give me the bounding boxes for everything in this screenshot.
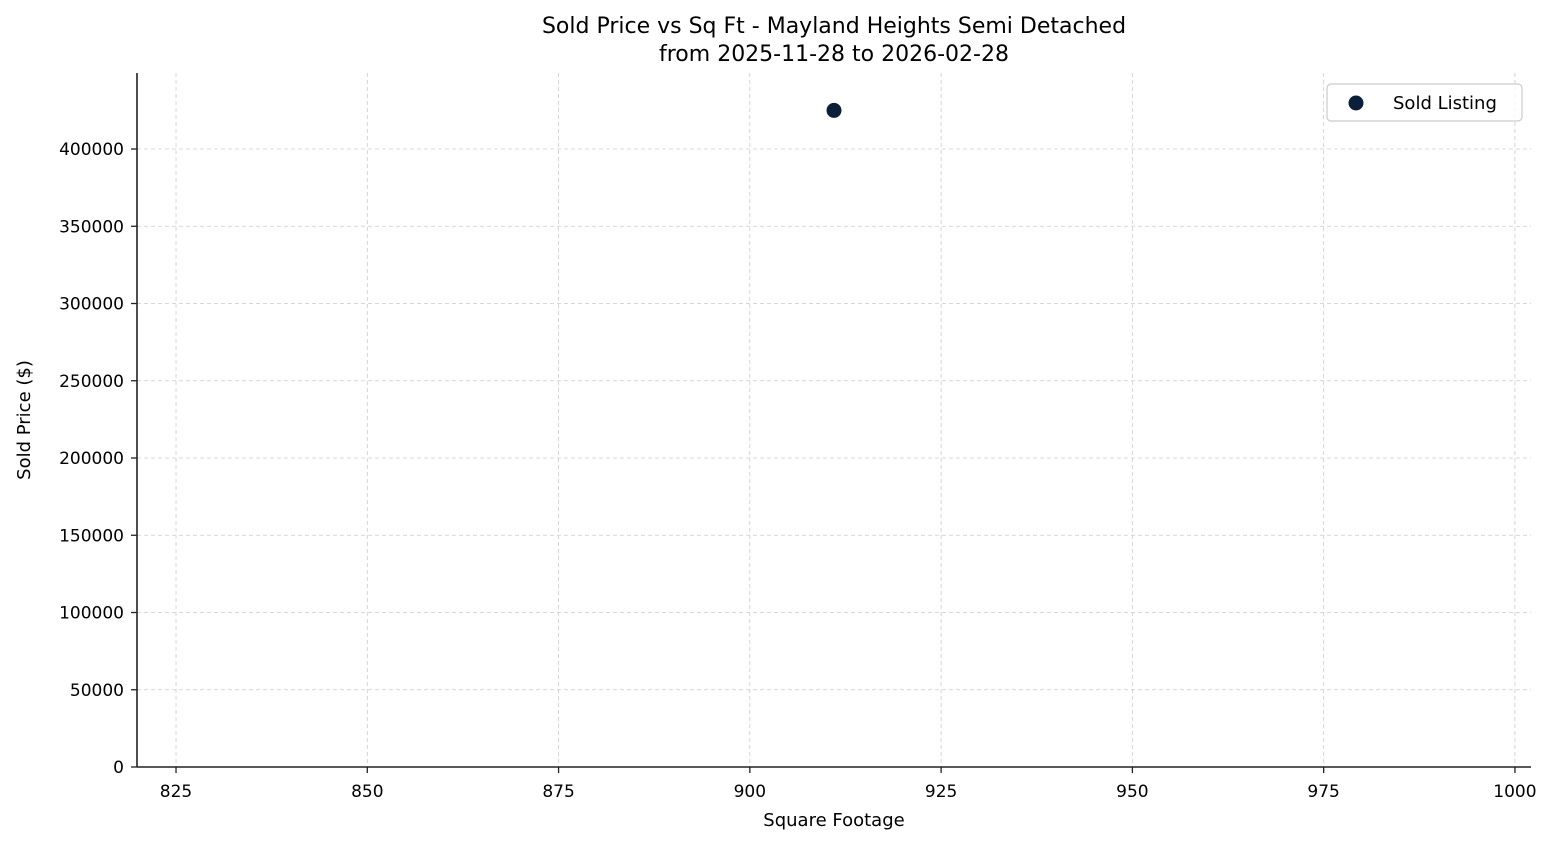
y-tick-label: 400000 bbox=[59, 140, 124, 160]
y-tick-label: 50000 bbox=[70, 681, 124, 701]
legend: Sold Listing bbox=[1326, 83, 1523, 122]
y-tick-label: 100000 bbox=[59, 604, 124, 624]
y-tick-label: 150000 bbox=[59, 526, 124, 546]
y-axis-label: Sold Price ($) bbox=[14, 360, 35, 480]
legend-label: Sold Listing bbox=[1393, 93, 1497, 114]
data-point bbox=[826, 102, 842, 118]
tick-labels: 825 850 875 900 925 950 975 1000 0 50000 100000 150… bbox=[59, 140, 1536, 802]
y-tick-label: 300000 bbox=[59, 295, 124, 315]
chart-title: Sold Price vs Sq Ft - Mayland Heights Se… bbox=[542, 14, 1126, 67]
chart-title-line1: Sold Price vs Sq Ft - Mayland Heights Se… bbox=[542, 14, 1126, 39]
x-tick-label: 925 bbox=[925, 782, 957, 802]
y-tick-label: 350000 bbox=[59, 217, 124, 237]
x-tick-label: 850 bbox=[351, 782, 383, 802]
y-tick-label: 250000 bbox=[59, 372, 124, 392]
x-tick-label: 950 bbox=[1116, 782, 1148, 802]
grid-lines bbox=[137, 73, 1531, 768]
x-axis-label: Square Footage bbox=[763, 810, 904, 831]
x-tick-label: 900 bbox=[734, 782, 766, 802]
chart-subtitle: from 2025-11-28 to 2026-02-28 bbox=[659, 42, 1009, 67]
x-tick-label: 1000 bbox=[1493, 782, 1536, 802]
y-tick-label: 0 bbox=[113, 758, 124, 778]
x-tick-label: 875 bbox=[542, 782, 574, 802]
axes bbox=[131, 73, 1531, 773]
legend-marker-icon bbox=[1348, 95, 1364, 111]
x-tick-label: 825 bbox=[160, 782, 192, 802]
x-tick-label: 975 bbox=[1307, 782, 1339, 802]
y-tick-label: 200000 bbox=[59, 449, 124, 469]
legend-box bbox=[1326, 83, 1523, 122]
data-points bbox=[826, 102, 842, 118]
